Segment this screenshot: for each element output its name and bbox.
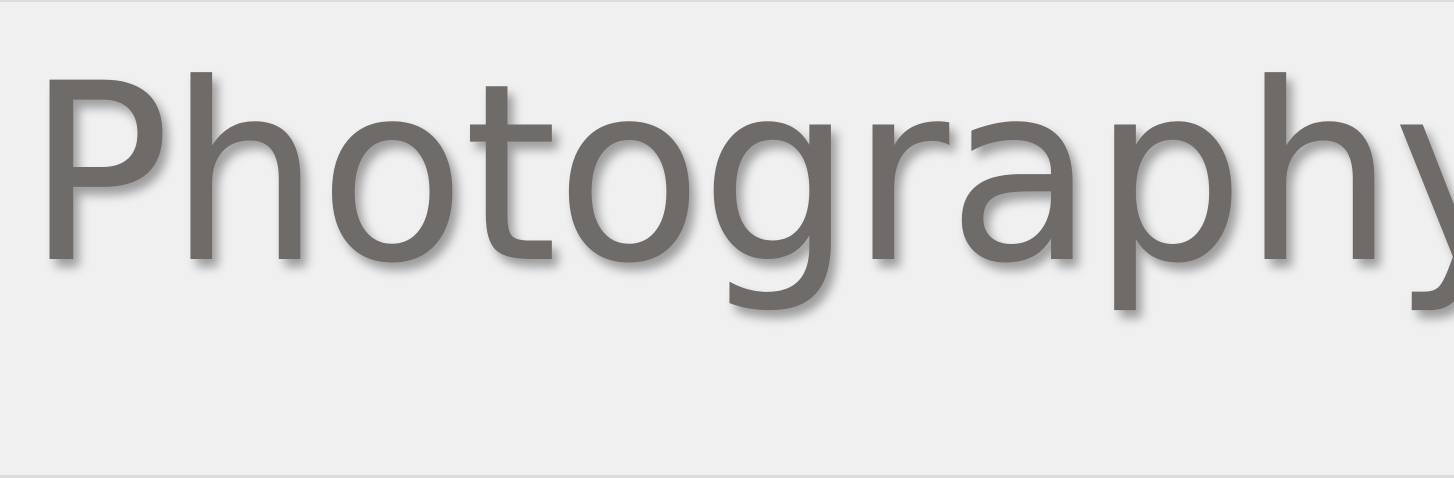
page-title: Photography (26, 32, 1454, 318)
